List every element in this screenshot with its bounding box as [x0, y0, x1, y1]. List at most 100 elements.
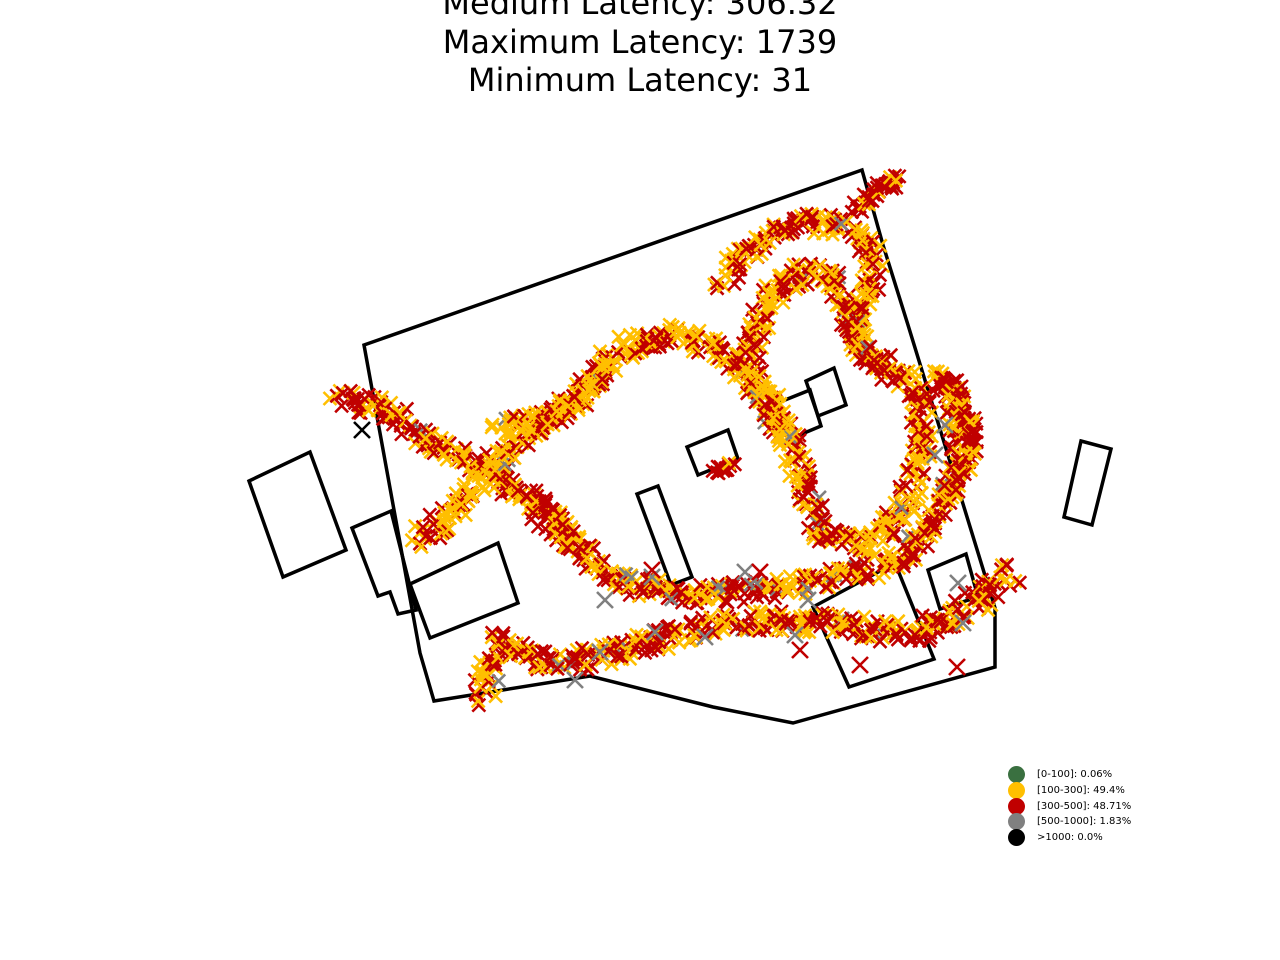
latency-marker [540, 416, 556, 432]
latency-marker [862, 530, 878, 546]
latency-marker [907, 503, 923, 519]
latency-marker [470, 693, 486, 709]
latency-marker [643, 561, 661, 579]
latency-marker [761, 294, 777, 310]
latency-marker [740, 325, 756, 341]
title-minimum-latency: Minimum Latency: 31 [467, 61, 813, 99]
latency-marker [862, 339, 878, 355]
latency-marker [878, 514, 894, 530]
latency-marker [596, 572, 612, 588]
latency-marker [765, 410, 781, 426]
chart-title: Medium Latency: 306.32 Maximum Latency: … [0, 0, 1280, 100]
latency-marker [488, 688, 504, 704]
latency-marker [860, 567, 875, 583]
room-outline [349, 508, 419, 617]
latency-marker [790, 262, 806, 278]
latency-marker [837, 529, 853, 544]
latency-marker [566, 523, 581, 539]
latency-marker [705, 625, 721, 640]
latency-marker [794, 277, 810, 293]
latency-marker [862, 296, 878, 312]
latency-marker [779, 584, 795, 600]
latency-marker [887, 168, 903, 184]
latency-marker [610, 648, 625, 664]
latency-marker [856, 609, 872, 625]
latency-marker [947, 593, 963, 609]
latency-marker [865, 256, 881, 272]
latency-marker [849, 291, 864, 307]
latency-marker [942, 417, 958, 432]
latency-marker [863, 630, 879, 646]
latency-marker [1012, 575, 1028, 591]
latency-marker [353, 421, 371, 439]
latency-marker [404, 532, 420, 548]
legend-item: [300-500]: 48.71% [1008, 797, 1132, 815]
latency-marker [904, 385, 920, 401]
latency-marker [463, 484, 478, 500]
latency-marker [922, 395, 937, 410]
latency-marker [471, 697, 487, 713]
latency-marker [878, 509, 894, 525]
latency-marker [866, 358, 882, 374]
latency-marker [415, 519, 431, 535]
latency-marker [938, 507, 954, 523]
latency-marker [888, 173, 904, 188]
latency-marker [690, 344, 706, 360]
latency-marker [990, 589, 1006, 605]
latency-marker [858, 286, 874, 302]
latency-marker [375, 411, 391, 427]
latency-marker [927, 524, 943, 540]
latency-marker [949, 574, 967, 592]
latency-marker [999, 557, 1015, 572]
latency-marker [791, 641, 809, 659]
latency-marker [948, 482, 964, 498]
latency-marker [445, 493, 461, 509]
room-outline [1061, 438, 1114, 528]
latency-marker [667, 621, 683, 637]
latency-marker [611, 329, 627, 345]
latency-marker [775, 295, 791, 310]
latency-markers [322, 168, 1028, 713]
latency-marker [567, 389, 583, 405]
legend-marker [1008, 797, 1025, 815]
room-outline [634, 483, 695, 588]
latency-marker [696, 628, 714, 646]
latency-marker [762, 235, 778, 251]
latency-marker [879, 559, 895, 575]
legend-label: [300-500]: 48.71% [1037, 800, 1132, 812]
latency-marker [824, 574, 840, 590]
latency-marker [727, 456, 743, 472]
latency-marker [848, 222, 864, 238]
latency-marker [876, 362, 892, 378]
latency-marker [958, 412, 974, 428]
latency-marker [550, 661, 565, 677]
latency-marker [890, 632, 906, 647]
room-outline [684, 427, 741, 478]
latency-marker [591, 643, 609, 661]
latency-marker [347, 395, 363, 411]
latency-marker [472, 654, 488, 670]
latency-marker [571, 539, 587, 555]
latency-marker [731, 578, 747, 594]
latency-marker [566, 671, 584, 689]
latency-marker [525, 505, 541, 521]
room-outline [246, 449, 349, 580]
latency-marker [915, 608, 930, 624]
latency-marker [635, 584, 651, 600]
latency-marker [800, 277, 816, 292]
latency-marker [833, 216, 849, 232]
building-outline [362, 167, 997, 725]
latency-marker [786, 626, 804, 644]
latency-marker [783, 454, 799, 469]
latency-marker [872, 267, 888, 283]
title-maximum-latency: Maximum Latency: 1739 [442, 22, 838, 61]
floor-plan [246, 167, 1114, 725]
latency-marker [799, 591, 817, 609]
legend-item: >1000: 0.0% [1008, 829, 1131, 847]
latency-marker [491, 673, 507, 689]
latency-marker [948, 658, 966, 676]
room-outline [407, 540, 521, 641]
latency-marker [779, 581, 795, 597]
latency-marker [813, 511, 829, 527]
latency-marker [881, 526, 897, 542]
